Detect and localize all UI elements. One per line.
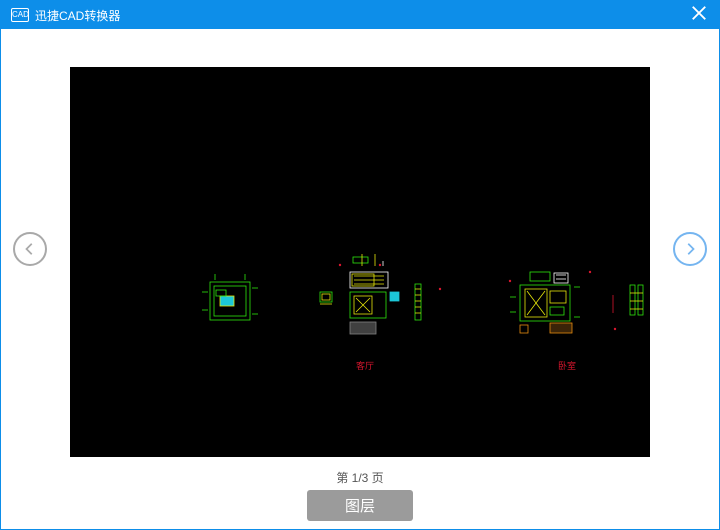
layer-button[interactable]: 图层	[307, 490, 413, 521]
block-small-a	[320, 292, 332, 304]
app-title: 迅捷CAD转换器	[35, 7, 689, 24]
block-far-right-strip	[630, 285, 643, 315]
svg-text:卧室: 卧室	[558, 360, 576, 371]
footer: 第 1/3 页 图层	[1, 469, 719, 529]
titlebar: CAD 迅捷CAD转换器	[1, 1, 719, 29]
viewer-area: 客厅 卧室	[1, 29, 719, 469]
app-logo-icon: CAD	[11, 8, 29, 22]
cad-drawing: 客厅 卧室	[70, 67, 650, 457]
cad-canvas[interactable]: 客厅 卧室	[70, 67, 650, 457]
prev-page-button[interactable]	[13, 232, 47, 266]
block-left	[202, 274, 258, 320]
next-page-button[interactable]	[673, 232, 707, 266]
close-button[interactable]	[689, 3, 709, 28]
page-indicator: 第 1/3 页	[336, 469, 383, 486]
block-center-living	[344, 254, 399, 334]
block-bedroom	[510, 272, 613, 333]
svg-text:客厅: 客厅	[356, 360, 374, 371]
block-center-right-strip	[415, 284, 421, 320]
